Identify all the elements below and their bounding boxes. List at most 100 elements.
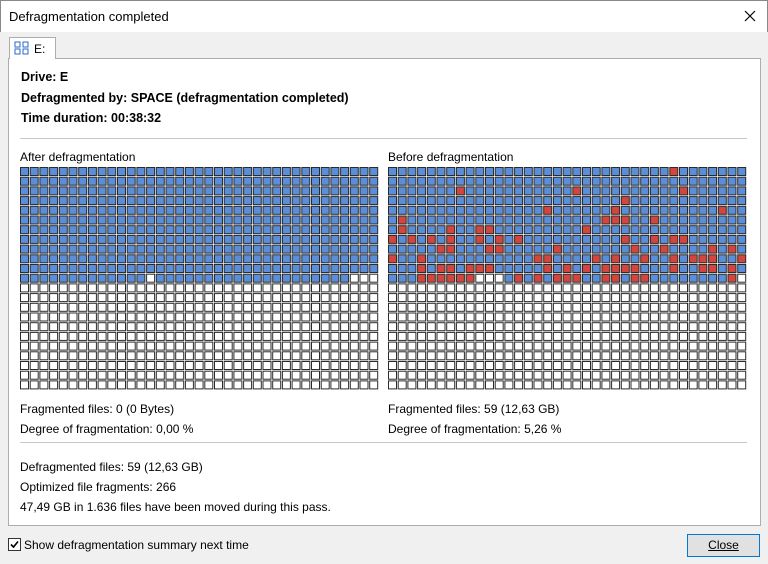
cluster-block <box>340 186 350 196</box>
cluster-block <box>136 176 146 186</box>
cluster-block <box>78 273 88 283</box>
cluster-block <box>194 302 204 312</box>
cluster-block <box>485 225 494 235</box>
cluster-block <box>591 215 601 225</box>
cluster-block <box>49 370 59 380</box>
cluster-block <box>49 254 59 264</box>
cluster-block <box>717 254 727 264</box>
cluster-block <box>465 264 475 273</box>
cluster-block <box>620 186 630 196</box>
cluster-block <box>698 293 708 303</box>
cluster-block <box>485 244 494 254</box>
cluster-block <box>301 196 311 206</box>
cluster-block <box>630 205 640 215</box>
cluster-block <box>29 254 39 264</box>
checkbox-label[interactable]: Show defragmentation summary next time <box>24 538 249 552</box>
close-icon[interactable] <box>744 10 756 22</box>
cluster-block <box>175 341 185 351</box>
cluster-block <box>175 264 185 273</box>
cluster-block <box>194 196 204 206</box>
cluster-block <box>233 244 243 254</box>
cluster-block <box>223 244 233 254</box>
cluster-block <box>359 264 369 273</box>
cluster-block <box>708 167 718 176</box>
cluster-block <box>708 351 718 361</box>
cluster-block <box>349 234 359 244</box>
cluster-block <box>523 196 533 206</box>
cluster-block <box>223 196 233 206</box>
cluster-block <box>78 176 88 186</box>
cluster-block <box>504 196 514 206</box>
cluster-block <box>582 196 591 206</box>
cluster-block <box>107 205 117 215</box>
cluster-block <box>330 196 340 206</box>
cluster-block <box>29 244 39 254</box>
cluster-block <box>388 264 397 273</box>
cluster-block <box>165 215 175 225</box>
cluster-block <box>87 312 97 322</box>
cluster-block <box>320 341 330 351</box>
cluster-block <box>281 283 291 293</box>
cluster-map-before <box>388 167 747 390</box>
cluster-block <box>465 302 475 312</box>
cluster-block <box>582 341 591 351</box>
cluster-block <box>737 234 747 244</box>
cluster-block <box>272 176 282 186</box>
cluster-block <box>107 302 117 312</box>
cluster-block <box>320 361 330 370</box>
cluster-block <box>426 380 436 390</box>
cluster-block <box>272 225 282 235</box>
cluster-block <box>233 322 243 332</box>
cluster-block <box>572 331 582 341</box>
cluster-block <box>184 254 194 264</box>
cluster-block <box>591 341 601 351</box>
cluster-block <box>533 186 543 196</box>
cluster-block <box>68 312 78 322</box>
cluster-block <box>659 293 669 303</box>
cluster-block <box>136 370 146 380</box>
summary-checkbox[interactable] <box>8 538 21 551</box>
cluster-block <box>611 264 621 273</box>
cluster-block <box>126 322 136 332</box>
cluster-block <box>194 312 204 322</box>
cluster-block <box>611 234 621 244</box>
cluster-block <box>727 370 737 380</box>
cluster-block <box>87 283 97 293</box>
cluster-block <box>155 370 165 380</box>
cluster-block <box>58 331 68 341</box>
cluster-block <box>523 341 533 351</box>
cluster-block <box>272 264 282 273</box>
drive-tab[interactable]: E: <box>9 37 56 59</box>
cluster-block <box>426 331 436 341</box>
cluster-block <box>223 205 233 215</box>
cluster-block <box>20 322 29 332</box>
cluster-block <box>223 302 233 312</box>
cluster-block <box>630 186 640 196</box>
cluster-block <box>591 264 601 273</box>
cluster-block <box>146 380 156 390</box>
cluster-block <box>58 254 68 264</box>
cluster-block <box>397 234 407 244</box>
cluster-block <box>68 186 78 196</box>
cluster-block <box>620 361 630 370</box>
close-button[interactable]: Close <box>687 534 760 557</box>
cluster-block <box>29 234 39 244</box>
cluster-block <box>107 176 117 186</box>
cluster-block <box>175 380 185 390</box>
cluster-block <box>291 234 301 244</box>
cluster-block <box>20 341 29 351</box>
cluster-block <box>417 196 427 206</box>
cluster-block <box>272 283 282 293</box>
cluster-block <box>281 293 291 303</box>
cluster-block <box>679 380 688 390</box>
cluster-block <box>281 322 291 332</box>
cluster-block <box>243 380 253 390</box>
cluster-block <box>485 312 494 322</box>
cluster-block <box>582 322 591 332</box>
cluster-block <box>233 370 243 380</box>
cluster-block <box>320 331 330 341</box>
cluster-block <box>165 370 175 380</box>
cluster-block <box>679 370 688 380</box>
cluster-block <box>184 273 194 283</box>
cluster-block <box>494 264 504 273</box>
